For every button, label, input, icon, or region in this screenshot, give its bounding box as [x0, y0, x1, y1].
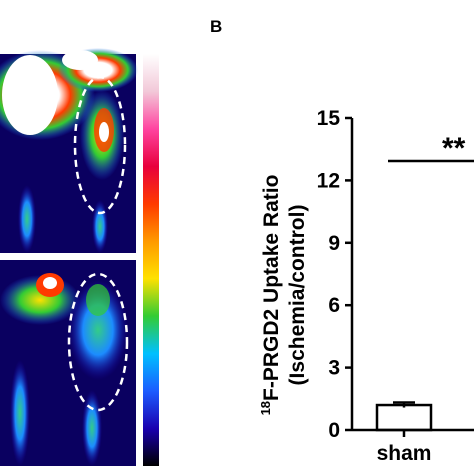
roi-ellipse-top — [73, 75, 127, 215]
bars — [375, 401, 433, 432]
x-axis: sham — [352, 428, 474, 465]
y-axis-label-line1: 18F-PRGD2 Uptake Ratio — [258, 175, 283, 416]
panel-label: B — [210, 17, 222, 36]
pet-image-bottom — [0, 260, 136, 466]
y-tick-label: 3 — [328, 357, 340, 380]
x-tick-label-sham: sham — [377, 442, 432, 465]
y-tick-label: 0 — [328, 419, 340, 442]
y-axis-label-main: F-PRGD2 Uptake Ratio — [260, 175, 283, 401]
significance-stars: ** — [442, 132, 466, 165]
colorbar — [143, 54, 159, 466]
y-tick-label: 12 — [317, 169, 340, 192]
y-axis-label-line2: (Ischemia/control) — [286, 205, 309, 386]
roi-ellipse-bottom — [67, 272, 129, 412]
pet-image-top — [0, 48, 138, 253]
y-tick-label: 15 — [317, 107, 341, 130]
pet-image-panel — [0, 48, 159, 466]
bar-sham — [375, 403, 433, 432]
y-tick-label: 9 — [328, 232, 340, 255]
y-axis: 0 3 6 9 12 15 — [317, 107, 354, 442]
y-axis-label-superscript: 18 — [258, 401, 273, 415]
y-tick-label: 6 — [328, 294, 340, 317]
y-axis-label: 18F-PRGD2 Uptake Ratio — [258, 175, 283, 416]
y-axis-label-2: (Ischemia/control) — [286, 205, 309, 386]
